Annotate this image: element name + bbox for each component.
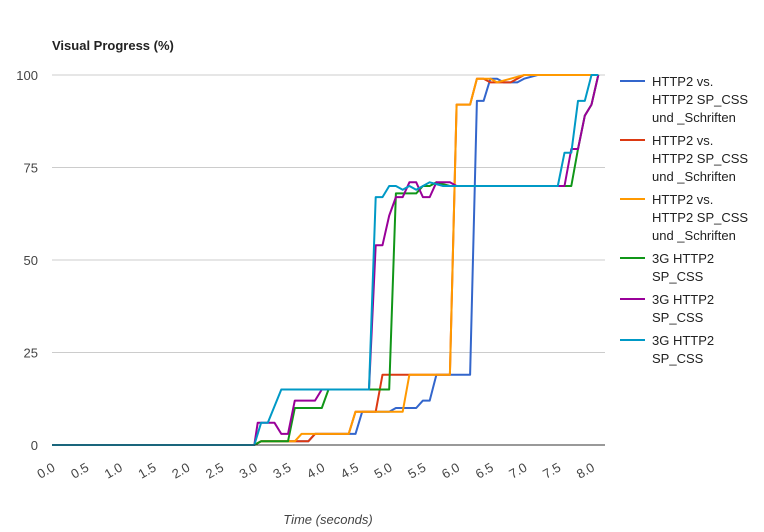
- series-group: [52, 74, 600, 446]
- legend-label-line: SP_CSS: [652, 351, 704, 366]
- x-tick-label: 2.5: [203, 460, 226, 482]
- legend-label-line: HTTP2 SP_CSS: [652, 92, 748, 107]
- x-tick-label: 1.5: [136, 460, 159, 482]
- legend-label-line: 3G HTTP2: [652, 251, 714, 266]
- x-tick-label: 1.0: [102, 460, 125, 482]
- x-tick-label: 7.0: [506, 460, 529, 482]
- series-line-6: [52, 74, 599, 446]
- y-tick-label: 25: [24, 346, 38, 361]
- x-tick-label: 6.0: [439, 460, 462, 482]
- legend-label-line: und _Schriften: [652, 169, 736, 184]
- x-tick-label: 6.5: [473, 460, 496, 482]
- x-tick-label: 4.5: [338, 460, 361, 482]
- legend-item-6[interactable]: 3G HTTP2 SP_CSS: [620, 333, 714, 366]
- legend-label-line: 3G HTTP2: [652, 292, 714, 307]
- x-tick-label: 5.0: [372, 460, 395, 482]
- x-tick-label: 7.5: [540, 460, 563, 482]
- legend-label-line: HTTP2 vs.: [652, 74, 713, 89]
- series-line-5: [52, 74, 600, 446]
- x-tick-label: 3.0: [237, 460, 260, 482]
- x-tick-label: 0.0: [34, 460, 57, 482]
- legend-label-line: SP_CSS: [652, 310, 704, 325]
- y-tick-label: 75: [24, 161, 38, 176]
- legend-item-5[interactable]: 3G HTTP2 SP_CSS: [620, 292, 714, 325]
- y-tick-label: 100: [16, 68, 38, 83]
- legend-label-line: und _Schriften: [652, 110, 736, 125]
- series-line-3: [52, 74, 599, 446]
- legend-label-line: HTTP2 SP_CSS: [652, 210, 748, 225]
- x-axis-label: Time (seconds): [283, 512, 372, 527]
- y-tick-label: 50: [24, 253, 38, 268]
- chart-title: Visual Progress (%): [52, 38, 174, 53]
- legend-label-line: SP_CSS: [652, 269, 704, 284]
- legend-label-line: und _Schriften: [652, 228, 736, 243]
- legend-label-line: HTTP2 vs.: [652, 192, 713, 207]
- x-tick-label: 0.5: [68, 460, 91, 482]
- x-tick-label: 4.0: [304, 460, 327, 482]
- grid: [52, 74, 605, 353]
- legend-label-line: HTTP2 vs.: [652, 133, 713, 148]
- x-tick-label: 8.0: [574, 460, 597, 482]
- x-tick-label: 3.5: [270, 460, 293, 482]
- x-axis-ticks: 0.0 0.5 1.0 1.5 2.0 2.5 3.0 3.5 4.0 4.5 5.0 5.5 6.0 6…: [34, 460, 597, 482]
- legend-item-4[interactable]: 3G HTTP2 SP_CSS: [620, 251, 714, 284]
- x-tick-label: 5.5: [405, 460, 428, 482]
- x-tick-label: 2.0: [169, 460, 192, 482]
- y-tick-label: 0: [31, 438, 38, 453]
- y-axis-ticks: 0 25 50 75 100: [16, 68, 38, 453]
- legend-label-line: 3G HTTP2: [652, 333, 714, 348]
- legend-label-line: HTTP2 SP_CSS: [652, 151, 748, 166]
- series-line-4: [52, 74, 600, 446]
